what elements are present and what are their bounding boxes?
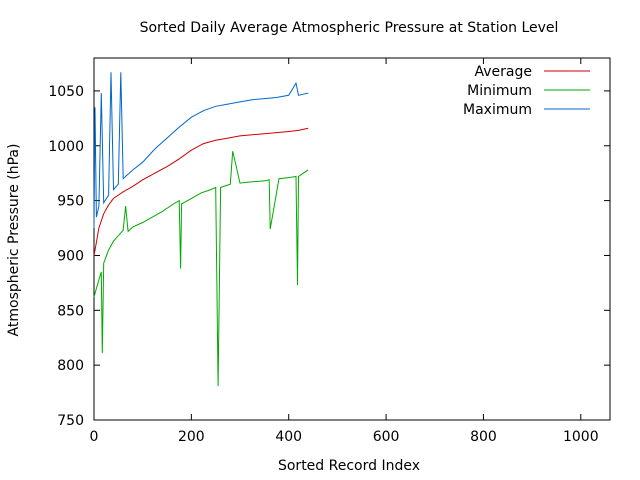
legend-label-maximum: Maximum xyxy=(463,102,532,118)
y-tick-label: 1050 xyxy=(48,84,84,100)
legend-label-minimum: Minimum xyxy=(467,83,532,99)
y-axis-label: Atmospheric Pressure (hPa) xyxy=(6,144,22,337)
series-line-maximum xyxy=(93,72,309,229)
y-tick-label: 850 xyxy=(57,303,84,319)
x-tick-label: 0 xyxy=(90,429,99,445)
legend-label-average: Average xyxy=(475,64,533,80)
y-tick-label: 1000 xyxy=(48,139,84,155)
y-tick-label: 800 xyxy=(57,358,84,374)
series-line-average xyxy=(93,127,309,256)
series-lines xyxy=(93,72,309,387)
x-tick-label: 200 xyxy=(178,429,205,445)
y-tick-label: 950 xyxy=(57,194,84,210)
x-tick-label: 600 xyxy=(373,429,400,445)
y-tick-label: 750 xyxy=(57,413,84,429)
legend: Average Minimum Maximum xyxy=(463,64,590,118)
y-tick-label: 900 xyxy=(57,248,84,264)
plot-frame xyxy=(93,57,611,421)
x-tick-label: 800 xyxy=(470,429,497,445)
axis-ticks: 0 200 400 600 800 1000 750 800 850 900 950 1000 1050 xyxy=(48,58,610,445)
chart-title: Sorted Daily Average Atmospheric Pressur… xyxy=(140,20,559,36)
x-axis-label: Sorted Record Index xyxy=(278,458,420,474)
x-tick-label: 400 xyxy=(275,429,302,445)
x-tick-label: 1000 xyxy=(563,429,599,445)
series-line-minimum xyxy=(93,151,309,387)
